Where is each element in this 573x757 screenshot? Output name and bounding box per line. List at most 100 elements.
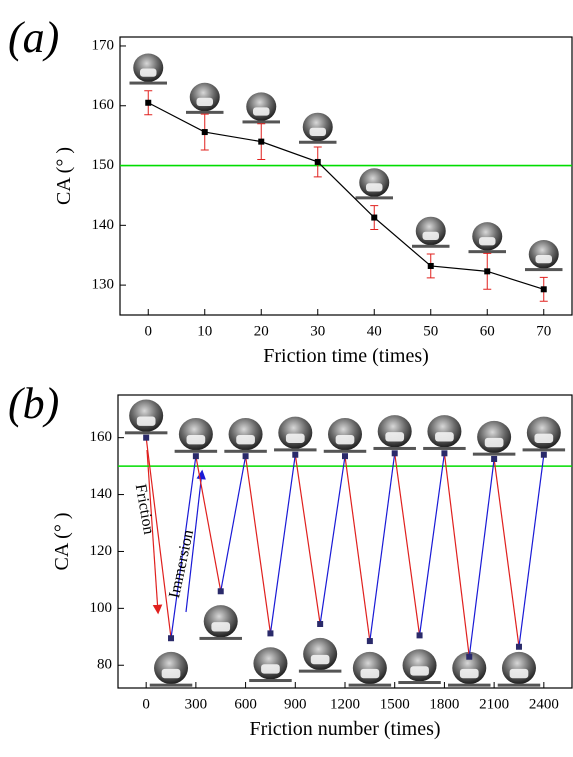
droplet — [133, 53, 164, 83]
droplet-highlight — [422, 231, 439, 240]
annotation: Friction — [132, 483, 158, 536]
droplet — [359, 168, 390, 197]
arrow — [146, 449, 163, 615]
y-tick-label: 160 — [90, 429, 113, 445]
droplet-highlight — [459, 668, 479, 679]
droplet-highlight — [140, 68, 157, 77]
droplet — [501, 651, 536, 685]
droplet — [189, 82, 220, 112]
data-point — [427, 262, 434, 269]
data-segment — [145, 437, 172, 639]
data-point — [317, 620, 324, 627]
data-segment — [468, 458, 495, 657]
y-tick-label: 120 — [90, 543, 113, 559]
x-tick-label: 60 — [480, 323, 495, 339]
droplet — [203, 605, 238, 638]
data-point — [491, 456, 498, 463]
droplet — [129, 399, 164, 432]
y-tick-label: 160 — [92, 97, 115, 113]
data-point — [292, 451, 299, 458]
droplet-highlight — [410, 666, 429, 676]
y-tick-label: 170 — [92, 37, 115, 53]
data-segment — [269, 454, 296, 634]
data-point — [201, 129, 208, 136]
data-segment — [394, 453, 421, 636]
data-point — [416, 632, 423, 639]
plot-frame — [119, 36, 573, 316]
data-segment — [443, 453, 470, 657]
x-tick-label: 1500 — [380, 696, 410, 712]
y-tick-label: 80 — [97, 657, 112, 673]
droplet-base — [522, 448, 566, 452]
droplet-highlight — [161, 668, 181, 679]
droplet — [352, 651, 387, 685]
droplet — [415, 216, 446, 246]
droplet — [526, 416, 561, 449]
y-tick-label: 130 — [92, 277, 115, 293]
droplet-base — [412, 244, 450, 248]
droplet-base — [249, 679, 292, 683]
droplet-base — [149, 683, 193, 687]
data-segment — [493, 458, 520, 647]
droplet-base — [224, 449, 267, 453]
annotation: Immersion — [166, 528, 197, 599]
data-point — [267, 630, 274, 637]
y-axis-title: CA (° ) — [51, 513, 73, 571]
droplet — [303, 637, 338, 671]
droplet-base — [373, 446, 416, 450]
droplet-highlight — [196, 97, 213, 107]
x-tick-label: 2400 — [529, 696, 559, 712]
droplet — [154, 651, 189, 685]
x-tick-label: 50 — [423, 323, 438, 339]
droplet-highlight — [211, 622, 231, 632]
data-segment — [244, 456, 272, 634]
data-point — [540, 451, 547, 458]
droplet-highlight — [310, 654, 330, 665]
droplet-highlight — [509, 668, 529, 679]
x-tick-label: 20 — [254, 323, 269, 339]
droplet-base — [274, 448, 317, 452]
droplet-highlight — [534, 433, 554, 443]
data-point — [366, 638, 373, 645]
data-segment — [418, 453, 446, 636]
droplet-base — [129, 81, 167, 85]
x-tick-label: 300 — [185, 696, 208, 712]
data-point — [168, 635, 175, 642]
droplet-highlight — [253, 107, 270, 116]
data-segment — [319, 456, 346, 625]
y-tick-label: 100 — [90, 600, 113, 616]
data-point — [515, 643, 522, 650]
x-axis-title: Friction number (times) — [249, 718, 440, 740]
data-point — [145, 99, 152, 106]
y-tick-label: 150 — [92, 157, 115, 173]
data-segment — [294, 454, 321, 625]
droplet-highlight — [366, 183, 383, 192]
data-point — [540, 286, 547, 293]
data-segment — [170, 456, 197, 639]
droplet — [427, 415, 462, 448]
droplet-base — [323, 449, 367, 453]
droplet-highlight — [236, 435, 255, 445]
data-point — [391, 450, 398, 457]
droplet-base — [242, 120, 280, 124]
panel-label: (b) — [8, 379, 59, 428]
y-tick-label: 140 — [90, 486, 113, 502]
droplet-base — [468, 250, 506, 254]
x-tick-label: 0 — [142, 696, 150, 712]
droplet — [178, 418, 213, 451]
y-tick-label: 140 — [92, 217, 115, 233]
droplet-base — [497, 683, 541, 687]
x-tick-label: 0 — [145, 323, 153, 339]
data-segment — [195, 456, 222, 592]
droplet-base — [186, 110, 224, 114]
data-point — [143, 434, 150, 441]
droplet — [328, 418, 362, 451]
x-tick-label: 1800 — [429, 696, 459, 712]
droplet-base — [472, 452, 516, 456]
droplet-highlight — [285, 433, 305, 443]
data-point — [192, 453, 199, 460]
x-tick-label: 2100 — [479, 696, 509, 712]
x-axis-title: Friction time (times) — [263, 345, 429, 367]
droplet-highlight — [186, 435, 206, 445]
